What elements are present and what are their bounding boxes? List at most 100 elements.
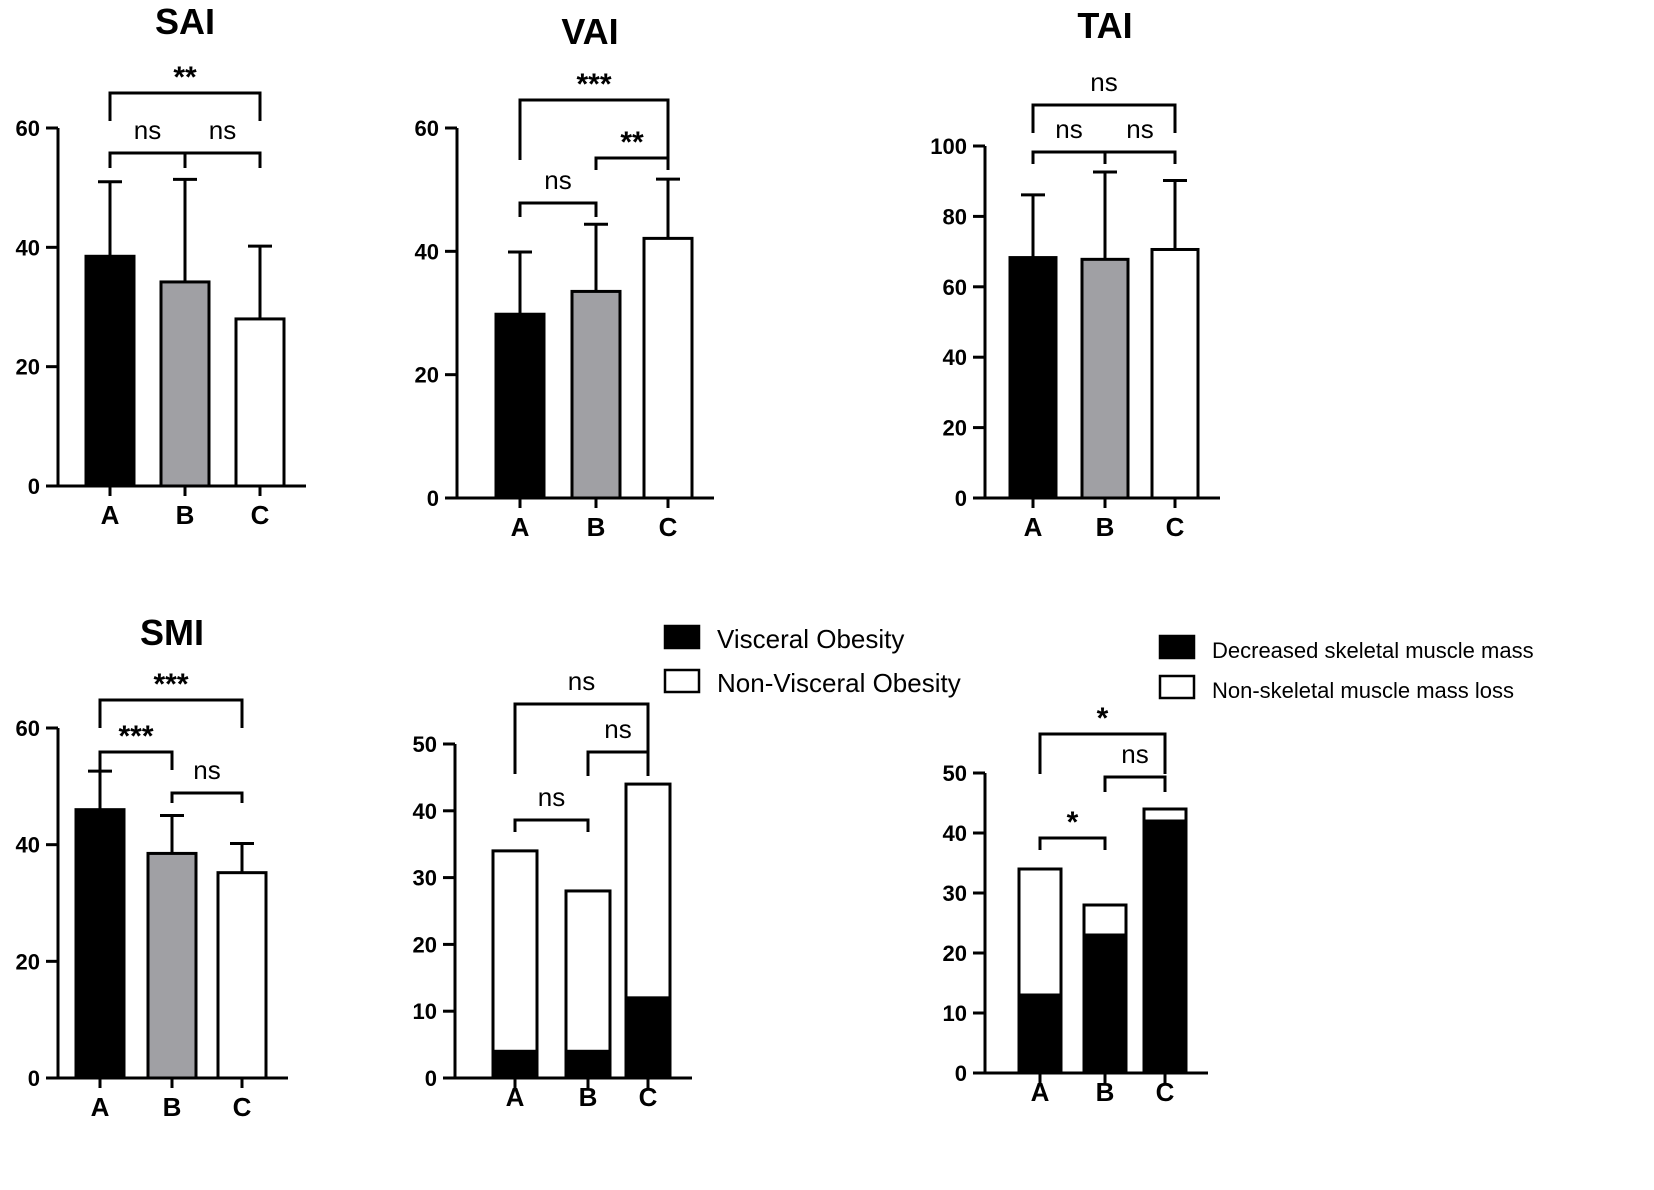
x-category-label: A [1031,1077,1050,1107]
significance-bracket [513,702,650,774]
significance-label: ns [568,666,595,696]
bar [494,312,546,500]
x-category-label: C [1156,1077,1175,1107]
bar [570,289,622,500]
significance-bracket [1038,836,1107,850]
significance-label: ns [1121,739,1148,769]
legend-swatch [663,624,701,650]
chart-muscle: 0 10 20 30 40 50 A B C * ns * Decreased skeletal mus… [943,634,1534,1107]
bar-segment [491,849,539,1053]
bar [216,871,268,1080]
bar-segment [1142,819,1188,1075]
significance-bracket [170,791,244,803]
x-category-label: A [101,500,120,530]
significance-label: ns [134,115,161,145]
significance-bracket [98,698,244,728]
bar [74,808,126,1080]
bar-segment [1082,903,1128,937]
bar-segment [1142,807,1188,823]
significance-bracket [1103,150,1177,164]
chart-title: TAI [1077,5,1132,46]
significance-label: ns [193,755,220,785]
bar-segment [491,1049,539,1080]
y-tick-label: 100 [930,134,967,159]
bar [1080,257,1130,500]
significance-label: * [1067,806,1079,839]
bar-segment [624,782,672,1000]
y-tick-label: 40 [943,821,967,846]
legend: Visceral Obesity Non-Visceral Obesity [663,624,961,698]
significance-label: ** [620,126,644,159]
y-tick-label: 20 [16,355,40,380]
significance-bracket [108,91,262,121]
significance-label: ns [604,714,631,744]
significance-bracket [1031,150,1107,164]
x-category-label: B [1096,512,1115,542]
legend-swatch [663,668,701,694]
legend-label: Visceral Obesity [717,624,904,654]
x-category-label: C [1166,512,1185,542]
y-tick-label: 50 [413,732,437,757]
chart-title: SAI [155,1,215,42]
significance-label: ns [1126,114,1153,144]
significance-bracket [98,750,174,770]
y-tick-label: 30 [413,866,437,891]
y-tick-label: 0 [28,474,40,499]
y-tick-label: 0 [28,1066,40,1091]
significance-bracket [518,201,598,217]
legend: Decreased skeletal muscle mass Non-skelet… [1158,634,1534,703]
y-tick-label: 0 [427,486,439,511]
y-tick-label: 40 [16,833,40,858]
significance-bracket [518,98,670,160]
y-tick-label: 0 [955,486,967,511]
x-category-label: A [91,1092,110,1122]
bar [146,851,198,1080]
bar-segment [624,996,672,1080]
y-tick-label: 40 [413,799,437,824]
significance-bracket [594,156,670,170]
x-category-label: B [579,1082,598,1112]
bar-segment [1017,867,1063,997]
significance-label: ns [544,165,571,195]
bar-segment [564,1049,612,1080]
x-category-label: B [176,500,195,530]
y-tick-label: 60 [415,116,439,141]
significance-label: ns [1090,67,1117,97]
significance-label: ns [538,782,565,812]
y-tick-label: 40 [943,345,967,370]
y-tick-label: 60 [16,716,40,741]
y-tick-label: 10 [413,999,437,1024]
y-tick-label: 0 [955,1061,967,1086]
bar [642,236,694,500]
y-tick-label: 0 [425,1066,437,1091]
significance-bracket [586,750,650,776]
legend-swatch [1158,674,1196,700]
x-category-label: A [506,1082,525,1112]
x-category-label: A [511,512,530,542]
significance-label: *** [153,668,188,701]
y-tick-label: 20 [415,363,439,388]
significance-bracket [183,151,262,168]
x-category-label: C [639,1082,658,1112]
bar [1150,247,1200,500]
y-tick-label: 20 [413,932,437,957]
y-tick-label: 20 [943,941,967,966]
y-tick-label: 20 [943,416,967,441]
significance-bracket [1038,732,1167,774]
significance-bracket [108,151,187,168]
y-tick-label: 80 [943,204,967,229]
chart-smi: SMI 0 20 40 60 A B C *** ns *** [16,612,288,1122]
x-category-label: C [659,512,678,542]
x-category-label: B [1096,1077,1115,1107]
legend-label: Non-Visceral Obesity [717,668,961,698]
y-tick-label: 10 [943,1001,967,1026]
y-tick-label: 50 [943,761,967,786]
significance-label: ns [209,115,236,145]
y-tick-label: 40 [415,239,439,264]
significance-label: * [1097,702,1109,735]
significance-label: ** [173,61,197,94]
bar [84,254,136,488]
